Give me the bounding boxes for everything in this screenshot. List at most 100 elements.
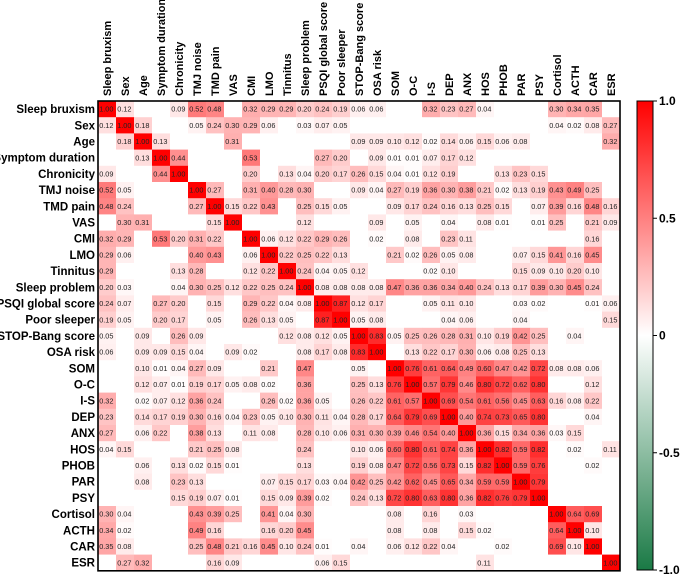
heatmap-cell — [584, 117, 603, 134]
cell-value-label: 0.26 — [243, 315, 257, 324]
row-label-osa-risk: OSA risk — [47, 347, 96, 359]
heatmap-cell — [386, 230, 405, 248]
heatmap-cell — [152, 408, 171, 426]
heatmap-cell — [584, 230, 603, 248]
heatmap-cell — [368, 246, 387, 264]
heatmap-cell — [332, 279, 351, 296]
heatmap-cell — [548, 230, 567, 248]
cell-value-label: 0.15 — [477, 137, 491, 146]
cell-value-label: 0.45 — [261, 542, 275, 551]
cell-value-label: 0.01 — [405, 170, 419, 179]
cell-value-label: 0.02 — [261, 380, 275, 389]
heatmap-cell — [260, 295, 279, 312]
cell-value-label: 0.19 — [405, 186, 419, 195]
heatmap-cell — [386, 344, 405, 361]
heatmap-cell — [386, 376, 405, 393]
cell-value-label: 0.41 — [549, 251, 563, 260]
heatmap-cell — [386, 117, 405, 134]
heatmap-cell — [350, 133, 369, 150]
heatmap-cell — [206, 295, 225, 312]
heatmap-cell — [242, 246, 261, 264]
cell-value-label: 0.44 — [171, 153, 185, 162]
heatmap-cell — [422, 538, 441, 555]
heatmap-cell — [422, 408, 441, 426]
cell-value-label: 0.24 — [117, 202, 131, 211]
heatmap-cell — [116, 311, 135, 329]
heatmap-cell — [440, 457, 459, 474]
heatmap-cell — [566, 279, 585, 296]
cell-value-label: 0.01 — [387, 153, 401, 162]
heatmap-cell — [512, 149, 531, 167]
heatmap-cell — [530, 538, 549, 555]
heatmap-cell — [440, 489, 459, 507]
cell-value-label: 0.03 — [459, 510, 473, 519]
heatmap-cell — [170, 230, 189, 248]
cell-value-label: 0.09 — [351, 186, 365, 195]
cell-value-label: 0.06 — [315, 558, 329, 567]
heatmap-cell — [278, 149, 297, 167]
heatmap-cell — [566, 295, 585, 312]
heatmap-cell — [530, 344, 549, 361]
heatmap-cell — [584, 506, 603, 523]
cell-value-label: 0.09 — [207, 364, 221, 373]
heatmap-cell — [476, 279, 495, 296]
cell-value-label: 0.03 — [315, 477, 329, 486]
heatmap-cell — [422, 457, 441, 474]
heatmap-cell — [602, 263, 621, 280]
heatmap-cell — [260, 538, 279, 555]
heatmap-cell — [422, 246, 441, 264]
heatmap-cell — [134, 376, 153, 393]
row-label-esr: ESR — [71, 558, 95, 570]
cell-value-label: 0.09 — [351, 137, 365, 146]
cell-value-label: 0.05 — [189, 121, 203, 130]
cell-value-label: 0.02 — [369, 234, 383, 243]
heatmap-cell — [584, 489, 603, 507]
heatmap-cell — [116, 263, 135, 280]
cell-value-label: 0.07 — [261, 477, 275, 486]
cell-value-label: 0.62 — [513, 380, 527, 389]
heatmap-cell — [134, 230, 153, 248]
heatmap-cell — [224, 117, 243, 134]
cell-value-label: 0.40 — [441, 429, 455, 438]
heatmap-cell — [512, 295, 531, 312]
heatmap-cell — [206, 522, 225, 539]
heatmap-cell — [440, 360, 459, 377]
cell-value-label: 0.25 — [297, 202, 311, 211]
heatmap-cell — [494, 489, 513, 507]
cell-value-label: 0.25 — [351, 380, 365, 389]
heatmap-cell — [422, 376, 441, 393]
cell-value-label: 0.01 — [495, 218, 509, 227]
cell-value-label: 0.05 — [261, 413, 275, 422]
heatmap-cell — [476, 182, 495, 199]
cell-value-label: 0.25 — [513, 348, 527, 357]
heatmap-cell — [458, 506, 477, 523]
cell-value-label: 0.29 — [243, 299, 257, 308]
cell-value-label: 0.60 — [387, 445, 401, 454]
heatmap-cell — [116, 408, 135, 426]
cell-value-label: 0.05 — [351, 364, 365, 373]
heatmap-cell — [530, 230, 549, 248]
heatmap-cell — [242, 425, 261, 442]
heatmap-cell — [566, 246, 585, 264]
heatmap-cell — [584, 538, 603, 555]
cell-value-label: 0.19 — [189, 380, 203, 389]
heatmap-cell — [224, 165, 243, 183]
col-label-poor-sleeper: Poor sleeper — [336, 29, 348, 96]
heatmap-cell — [566, 538, 585, 555]
cell-value-label: 0.04 — [441, 218, 455, 227]
cell-value-label: 0.26 — [351, 396, 365, 405]
heatmap-cell — [368, 263, 387, 280]
heatmap-cell — [188, 457, 207, 474]
cell-value-label: 0.03 — [549, 429, 563, 438]
cell-value-label: 0.46 — [459, 380, 473, 389]
cell-value-label: 0.16 — [207, 413, 221, 422]
cell-value-label: 0.43 — [261, 202, 275, 211]
cell-value-label: 0.04 — [369, 186, 383, 195]
heatmap-cell — [404, 506, 423, 523]
cell-value-label: 0.10 — [387, 137, 401, 146]
cell-value-label: 0.25 — [405, 332, 419, 341]
cell-value-label: 0.04 — [477, 105, 491, 114]
cell-value-label: 0.01 — [225, 494, 239, 503]
heatmap-cell — [170, 360, 189, 377]
heatmap-cell — [350, 408, 369, 426]
